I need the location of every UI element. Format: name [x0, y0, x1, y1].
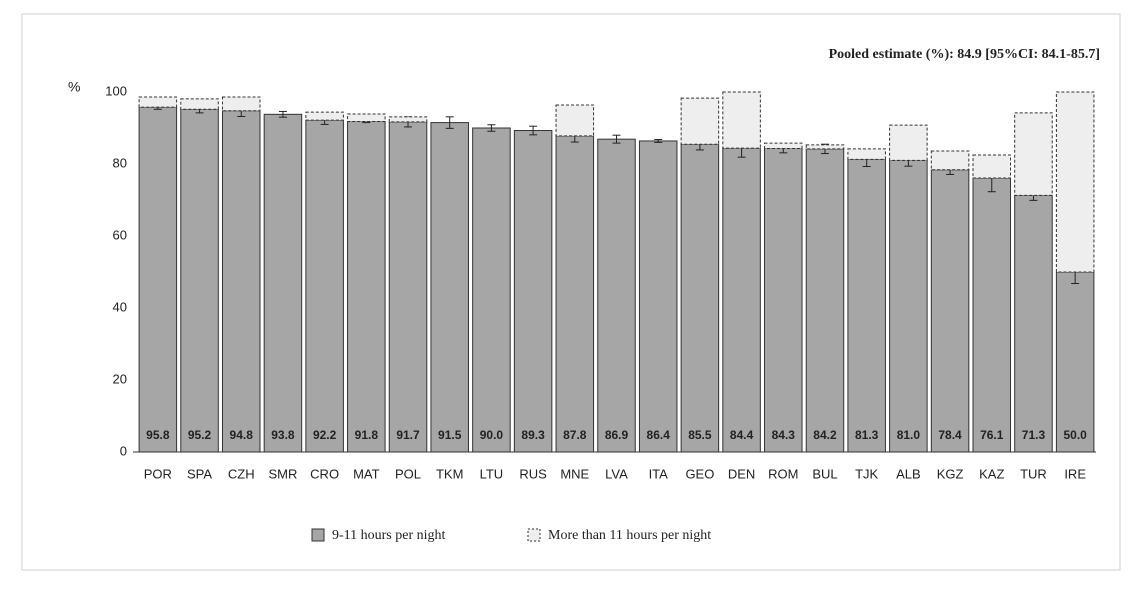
y-tick-label: 0 [120, 443, 127, 458]
x-tick-label: RUS [519, 466, 547, 481]
x-tick-label: LVA [605, 466, 628, 481]
bar-segment [263, 113, 303, 453]
bar-segment [764, 142, 803, 150]
bar-segment [680, 97, 720, 145]
bar-segment [805, 148, 845, 453]
bar-segment [930, 150, 970, 171]
y-axis-label: % [68, 79, 80, 95]
bar-segment [847, 148, 886, 160]
bar-segment [930, 169, 970, 453]
legend-label: 9-11 hours per night [332, 528, 446, 543]
x-tick-label: LTU [480, 466, 504, 481]
bar-segment [347, 121, 386, 453]
x-tick-label: KGZ [937, 466, 964, 481]
x-tick-label: KAZ [979, 466, 1004, 481]
bar-segment [221, 110, 261, 453]
y-tick-label: 100 [105, 83, 127, 98]
x-tick-label: GEO [685, 466, 714, 481]
x-tick-label: POR [144, 466, 172, 481]
value-label: 85.5 [688, 428, 712, 442]
value-label: 87.8 [563, 428, 587, 442]
value-label: 94.8 [230, 428, 254, 442]
bar-segment [1055, 91, 1095, 273]
value-label: 95.2 [188, 428, 212, 442]
bar-segment [764, 148, 803, 453]
y-tick-label: 20 [113, 371, 127, 386]
x-tick-label: TJK [855, 466, 878, 481]
x-tick-label: IRE [1064, 466, 1086, 481]
value-label: 91.8 [355, 428, 379, 442]
x-tick-label: ALB [896, 466, 921, 481]
x-tick-label: CZH [228, 466, 255, 481]
value-label: 84.2 [813, 428, 837, 442]
bar-segment [138, 106, 178, 453]
value-label: 78.4 [938, 428, 962, 442]
y-tick-label: 40 [113, 299, 127, 314]
bar-segment [680, 143, 720, 453]
bar-segment [138, 96, 178, 108]
bar-segment [805, 144, 845, 150]
value-label: 89.3 [521, 428, 545, 442]
x-tick-label: DEN [728, 466, 755, 481]
bar-segment [1014, 112, 1053, 196]
bar-segment [889, 159, 928, 453]
bar-segment [305, 111, 344, 121]
bar-segment [722, 147, 761, 453]
bar-segment [180, 108, 219, 453]
y-tick-label: 60 [113, 227, 127, 242]
bar-segment [555, 104, 595, 137]
x-tick-label: SMR [268, 466, 297, 481]
annotation: Pooled estimate (%): 84.9 [95%CI: 84.1-8… [829, 47, 1100, 62]
value-label: 95.8 [146, 428, 170, 442]
value-label: 81.3 [855, 428, 879, 442]
value-label: 92.2 [313, 428, 337, 442]
x-tick-label: MNE [560, 466, 589, 481]
x-tick-label: ITA [649, 466, 669, 481]
value-label: 93.8 [271, 428, 295, 442]
x-tick-label: ROM [768, 466, 798, 481]
bar-segment [847, 158, 886, 453]
value-label: 91.7 [396, 428, 420, 442]
value-label: 86.9 [605, 428, 629, 442]
bar-segment [722, 91, 761, 149]
bar-segment [1055, 271, 1095, 453]
x-tick-label: TUR [1020, 466, 1047, 481]
bar-segment [388, 116, 428, 123]
bar-segment [1014, 194, 1053, 453]
bar-segment [221, 96, 261, 112]
bar-segment [972, 154, 1012, 179]
value-label: 84.3 [772, 428, 796, 442]
bar-segment [180, 98, 219, 110]
value-label: 50.0 [1063, 428, 1087, 442]
x-tick-label: TKM [436, 466, 463, 481]
value-label: 91.5 [438, 428, 462, 442]
value-label: 84.4 [730, 428, 754, 442]
value-label: 71.3 [1022, 428, 1046, 442]
y-tick-label: 80 [113, 155, 127, 170]
legend-label: More than 11 hours per night [548, 528, 711, 543]
x-tick-label: MAT [353, 466, 380, 481]
legend-swatch [311, 528, 325, 542]
bar-segment [388, 121, 428, 453]
bar-segment [305, 119, 344, 453]
bar-segment [555, 135, 595, 453]
bar-segment [972, 177, 1012, 453]
bar-segment [638, 140, 678, 453]
x-tick-label: POL [395, 466, 421, 481]
x-tick-label: BUL [812, 466, 837, 481]
value-label: 90.0 [480, 428, 504, 442]
legend-swatch [527, 528, 541, 542]
bar-segment [513, 130, 553, 453]
bar-segment [347, 113, 386, 123]
x-tick-label: SPA [187, 466, 212, 481]
x-tick-label: CRO [310, 466, 339, 481]
value-label: 76.1 [980, 428, 1004, 442]
value-label: 86.4 [647, 428, 671, 442]
value-label: 81.0 [897, 428, 921, 442]
bar-segment [430, 122, 469, 453]
bar-segment [597, 138, 636, 453]
bar-segment [472, 127, 511, 453]
bar-segment [889, 124, 928, 161]
